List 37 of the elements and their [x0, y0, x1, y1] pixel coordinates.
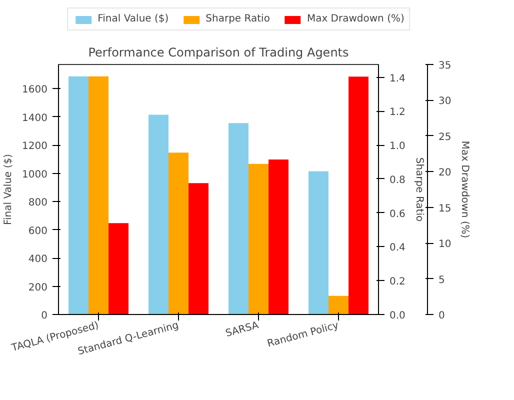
- chart-title: Performance Comparison of Trading Agents: [88, 46, 349, 60]
- y-tick-label: 1600: [22, 84, 48, 96]
- y3-tick-label: 20: [438, 168, 452, 179]
- y-tick-label: 200: [28, 282, 48, 294]
- y3-tick-label: 15: [438, 203, 452, 214]
- y3-tick-label: 10: [438, 239, 452, 250]
- bar: [308, 171, 328, 314]
- y3-tick-label: 35: [438, 60, 452, 72]
- y-tick-label: 1400: [22, 112, 48, 124]
- y-axis-title: Final Value ($): [3, 154, 14, 226]
- y3-tick-label: 5: [438, 274, 445, 286]
- y2-tick-label: 1.2: [390, 107, 406, 118]
- y2-tick-label: 1.4: [390, 73, 406, 84]
- y3-tick-label: 25: [438, 132, 452, 143]
- y2-axis-title: Sharpe Ratio: [413, 157, 424, 222]
- y-tick-label: 400: [28, 254, 48, 266]
- y2-tick-label: 0.6: [390, 208, 406, 220]
- y3-tick-label: 0: [438, 310, 445, 322]
- x-tick-label: Random Policy: [266, 320, 340, 350]
- y3-axis-title: Max Drawdown (%): [459, 140, 470, 238]
- y2-tick-label: 0.0: [390, 310, 406, 322]
- legend-label: Sharpe Ratio: [206, 14, 270, 24]
- legend-label: Final Value ($): [98, 14, 169, 24]
- x-tick-label: SARSA: [224, 320, 260, 340]
- legend-label: Max Drawdown (%): [306, 14, 404, 24]
- y-tick-label: 0: [41, 310, 48, 322]
- y-tick-label: 600: [28, 226, 48, 237]
- y3-tick-label: 30: [438, 96, 452, 108]
- y2-tick-label: 0.2: [390, 276, 406, 288]
- bar: [348, 76, 368, 314]
- bar: [328, 296, 348, 314]
- y-tick-label: 1000: [22, 169, 48, 180]
- y-tick-label: 800: [28, 198, 48, 209]
- y-tick-label: 1200: [22, 141, 48, 152]
- y2-tick-label: 0.4: [390, 242, 406, 254]
- y2-tick-label: 0.8: [390, 175, 406, 186]
- y2-tick-label: 1.0: [390, 141, 406, 152]
